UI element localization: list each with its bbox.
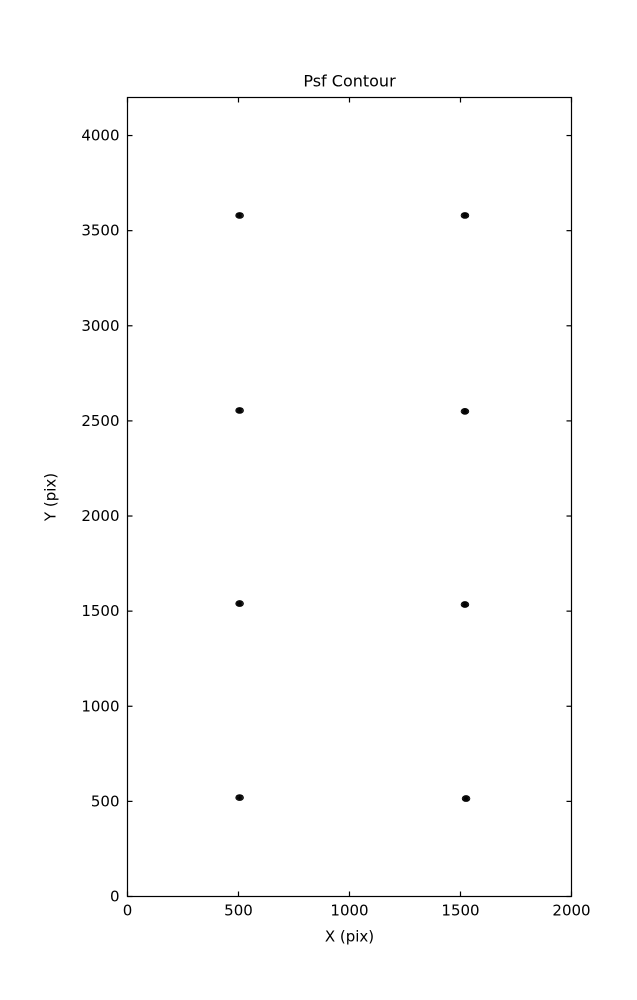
y-tick-label: 500 bbox=[91, 792, 120, 810]
contour-ring bbox=[238, 796, 242, 799]
contour-blob-group bbox=[235, 212, 471, 802]
x-axis-label: X (pix) bbox=[325, 928, 374, 946]
contour-blob bbox=[460, 212, 470, 219]
y-tick-label: 0 bbox=[110, 888, 120, 906]
contour-ring bbox=[235, 600, 244, 607]
plot-title: Psf Contour bbox=[303, 72, 396, 91]
contour-ring bbox=[236, 600, 243, 607]
contour-ring bbox=[235, 212, 244, 219]
contour-ring bbox=[461, 212, 469, 218]
contour-ring bbox=[463, 214, 467, 217]
contour-ring bbox=[461, 795, 471, 802]
contour-ring bbox=[236, 212, 243, 218]
contour-ring bbox=[463, 603, 467, 606]
x-tick-label: 500 bbox=[224, 902, 253, 920]
x-tick-label: 0 bbox=[123, 902, 133, 920]
x-tick-label: 1000 bbox=[330, 902, 368, 920]
contour-blob bbox=[460, 601, 470, 608]
contour-blob bbox=[235, 407, 244, 414]
x-tick-label: 1500 bbox=[441, 902, 479, 920]
contour-ring bbox=[461, 601, 469, 608]
y-tick-label: 1000 bbox=[81, 697, 119, 715]
plot-area-background bbox=[127, 97, 572, 897]
contour-ring bbox=[462, 795, 470, 802]
contour-blob bbox=[235, 600, 244, 607]
y-tick-label: 2500 bbox=[81, 412, 119, 430]
contour-ring bbox=[235, 407, 244, 414]
contour-ring bbox=[238, 409, 242, 412]
contour-ring bbox=[461, 408, 469, 414]
y-tick-label: 4000 bbox=[81, 127, 119, 145]
x-tick-label: 2000 bbox=[552, 902, 590, 920]
contour-blob bbox=[235, 794, 244, 801]
contour-ring bbox=[235, 794, 244, 801]
contour-blob bbox=[235, 212, 244, 219]
x-axis: 0 500 1000 1500 2000 bbox=[123, 97, 591, 920]
y-tick-label: 3500 bbox=[81, 222, 119, 240]
contour-ring bbox=[236, 407, 243, 413]
contour-blob bbox=[460, 408, 470, 415]
contour-ring bbox=[460, 601, 470, 608]
contour-ring bbox=[460, 408, 470, 415]
y-axis: 0 500 1000 1500 2000 2500 3000 3500 4000 bbox=[81, 127, 572, 906]
contour-ring bbox=[236, 795, 243, 801]
contour-blob bbox=[461, 795, 471, 802]
contour-ring bbox=[463, 410, 467, 413]
y-tick-label: 1500 bbox=[81, 602, 119, 620]
contour-ring bbox=[238, 602, 242, 605]
y-tick-label: 2000 bbox=[81, 507, 119, 525]
y-tick-label: 3000 bbox=[81, 317, 119, 335]
contour-ring bbox=[460, 212, 470, 219]
contour-ring bbox=[464, 797, 468, 800]
contour-ring bbox=[238, 214, 242, 217]
y-axis-label: Y (pix) bbox=[42, 473, 60, 522]
